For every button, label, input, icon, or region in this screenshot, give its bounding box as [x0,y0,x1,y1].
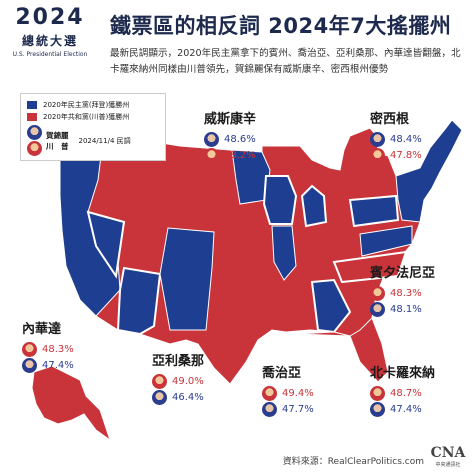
state-michigan [300,184,328,228]
cna-logo: CNA 中央通訊社 [430,445,466,468]
state-name: 賓夕法尼亞 [370,266,436,281]
harris-pct: 47.4% [390,403,422,415]
state-illinois [271,225,297,281]
trump-pct: 49.4% [282,387,314,399]
trump-avatar-icon [152,373,167,389]
harris-pct: 46.4% [172,391,204,403]
logo-subtitle: U.S. Presidential Election [12,51,88,58]
state-nevada [86,210,126,279]
callout-arizona: 亞利桑那 49.0% 46.4% [152,350,204,405]
callout-michigan: 密西根 48.4% 47.8% [370,108,422,163]
harris-avatar-icon [262,401,277,417]
trump-avatar-icon [204,147,219,163]
legend-dem: 2020年民主黨(拜登)獲勝州 [27,100,159,110]
harris-avatar-icon [27,125,42,140]
harris-pct: 48.6% [224,133,256,145]
state-georgia [310,278,352,334]
trump-avatar-icon [262,385,277,401]
legend-candidates: 賀錦麗 川 普 2024/11/4 民調 [27,125,159,156]
state-alaska [31,365,111,442]
callout-wisconsin: 威斯康辛 48.6% 48.2% [204,108,256,163]
state-north-carolina [332,250,408,284]
callout-georgia: 喬治亞 49.4% 47.7% [262,362,314,417]
rep-swatch [27,113,37,121]
harris-avatar-icon [204,131,219,147]
trump-avatar-icon [370,285,385,301]
dem-swatch [27,101,37,109]
state-name: 喬治亞 [262,366,302,381]
harris-avatar-icon [370,131,385,147]
state-wisconsin [262,175,298,225]
election-logo: 2024 總統大選 U.S. Presidential Election [8,5,92,59]
legend-trump: 川 普 [46,141,69,151]
state-name: 亞利桑那 [152,354,205,369]
harris-pct: 48.1% [390,303,422,315]
cna-mark: CNA [430,445,466,461]
trump-pct: 48.2% [224,149,256,161]
harris-avatar-icon [152,389,167,405]
harris-pct: 47.4% [42,359,74,371]
page-subtitle: 最新民調顯示，2020年民主黨拿下的賓州、喬治亞、亞利桑那、內華達皆翻盤，北卡羅… [110,48,461,75]
state-name: 威斯康辛 [204,112,257,127]
state-arizona [116,266,162,336]
legend-rep-label: 2020年共和黨(川普)獲勝州 [43,113,130,121]
harris-pct: 48.4% [390,133,422,145]
trump-pct: 48.3% [42,343,74,355]
state-pennsylvania [348,194,400,228]
logo-year: 2024 [15,5,85,30]
trump-avatar-icon [22,341,37,357]
state-name: 內華達 [22,322,62,337]
trump-pct: 49.0% [172,375,204,387]
callout-nevada: 內華達 48.3% 47.4% [22,318,74,373]
trump-avatar-icon [27,141,42,156]
trump-avatar-icon [370,147,385,163]
legend-dem-label: 2020年民主黨(拜登)獲勝州 [43,101,130,109]
trump-pct: 48.3% [390,287,422,299]
harris-pct: 47.7% [282,403,314,415]
trump-pct: 47.8% [390,149,422,161]
page-title: 鐵票區的相反詞 2024年7大搖擺州 [110,14,452,38]
map-legend: 2020年民主黨(拜登)獲勝州 2020年共和黨(川普)獲勝州 賀錦麗 川 普 … [20,93,166,161]
legend-harris: 賀錦麗 [46,130,69,140]
legend-poll-date: 2024/11/4 民調 [78,136,131,145]
logo-title: 總統大選 [21,34,78,48]
state-co-nm [159,227,215,331]
harris-avatar-icon [22,357,37,373]
state-virginia [359,225,413,257]
state-name: 密西根 [370,112,410,127]
trump-avatar-icon [370,385,385,401]
source-credit: 資料來源：RealClearPolitics.com [282,457,424,467]
cna-name: 中央通訊社 [435,462,461,468]
harris-avatar-icon [370,401,385,417]
state-florida [295,317,389,383]
trump-pct: 48.7% [390,387,422,399]
state-name: 北卡羅來納 [370,366,436,381]
callout-pennsylvania: 賓夕法尼亞 48.3% 48.1% [370,262,435,317]
state-northeast [395,119,463,223]
legend-rep: 2020年共和黨(川普)獲勝州 [27,112,159,122]
callout-north-carolina: 北卡羅來納 48.7% 47.4% [370,362,435,417]
harris-avatar-icon [370,301,385,317]
